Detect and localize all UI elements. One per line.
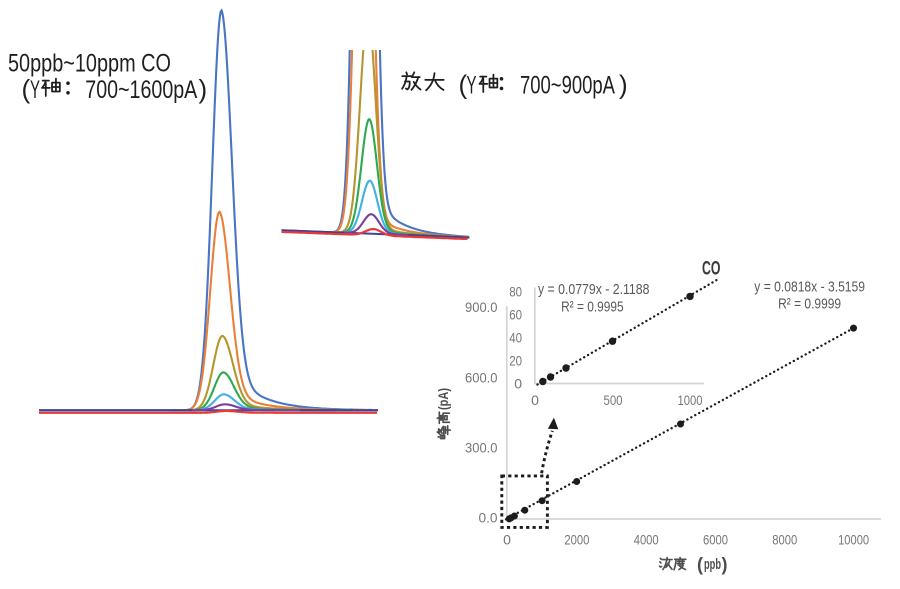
svg-text:(: (	[697, 555, 703, 575]
svg-text:R² = 0.9999: R² = 0.9999	[778, 296, 841, 313]
svg-text:6000: 6000	[703, 532, 728, 548]
svg-text:0: 0	[514, 375, 522, 391]
svg-text:80: 80	[509, 284, 522, 300]
svg-text:600.0: 600.0	[465, 369, 498, 385]
svg-text:): )	[619, 70, 628, 100]
svg-text:700~1600pA: 700~1600pA	[85, 76, 197, 104]
svg-text:2000: 2000	[564, 532, 589, 548]
svg-text:0: 0	[503, 532, 511, 548]
svg-text:1000: 1000	[678, 392, 703, 408]
svg-text:8000: 8000	[772, 532, 797, 548]
svg-text:ppb: ppb	[704, 556, 721, 573]
svg-text:10000: 10000	[838, 532, 869, 548]
svg-text:CO: CO	[702, 259, 721, 280]
svg-text:R² = 0.9995: R² = 0.9995	[561, 298, 624, 315]
svg-text:50ppb~10ppm CO: 50ppb~10ppm CO	[8, 49, 171, 77]
svg-text:(: (	[459, 70, 468, 100]
svg-text:): )	[199, 74, 208, 104]
svg-text:20: 20	[509, 352, 522, 368]
svg-text:Y: Y	[467, 72, 477, 100]
svg-text:500: 500	[604, 392, 623, 408]
svg-text:700~900pA: 700~900pA	[520, 72, 615, 100]
svg-text:40: 40	[509, 330, 522, 346]
svg-text:0.0: 0.0	[479, 510, 498, 526]
svg-text:Y: Y	[30, 76, 40, 104]
svg-text:): )	[722, 555, 728, 575]
svg-text:y = 0.0779x - 2.1188: y = 0.0779x - 2.1188	[538, 281, 649, 298]
svg-text:900.0: 900.0	[465, 299, 498, 315]
svg-text:y = 0.0818x - 3.5159: y = 0.0818x - 3.5159	[754, 278, 865, 295]
svg-text:60: 60	[509, 307, 522, 323]
svg-text:300.0: 300.0	[465, 440, 498, 456]
svg-text:(: (	[22, 74, 31, 104]
svg-text:4000: 4000	[634, 532, 659, 548]
svg-text:(pA): (pA)	[435, 388, 451, 410]
svg-text:0: 0	[531, 392, 539, 408]
